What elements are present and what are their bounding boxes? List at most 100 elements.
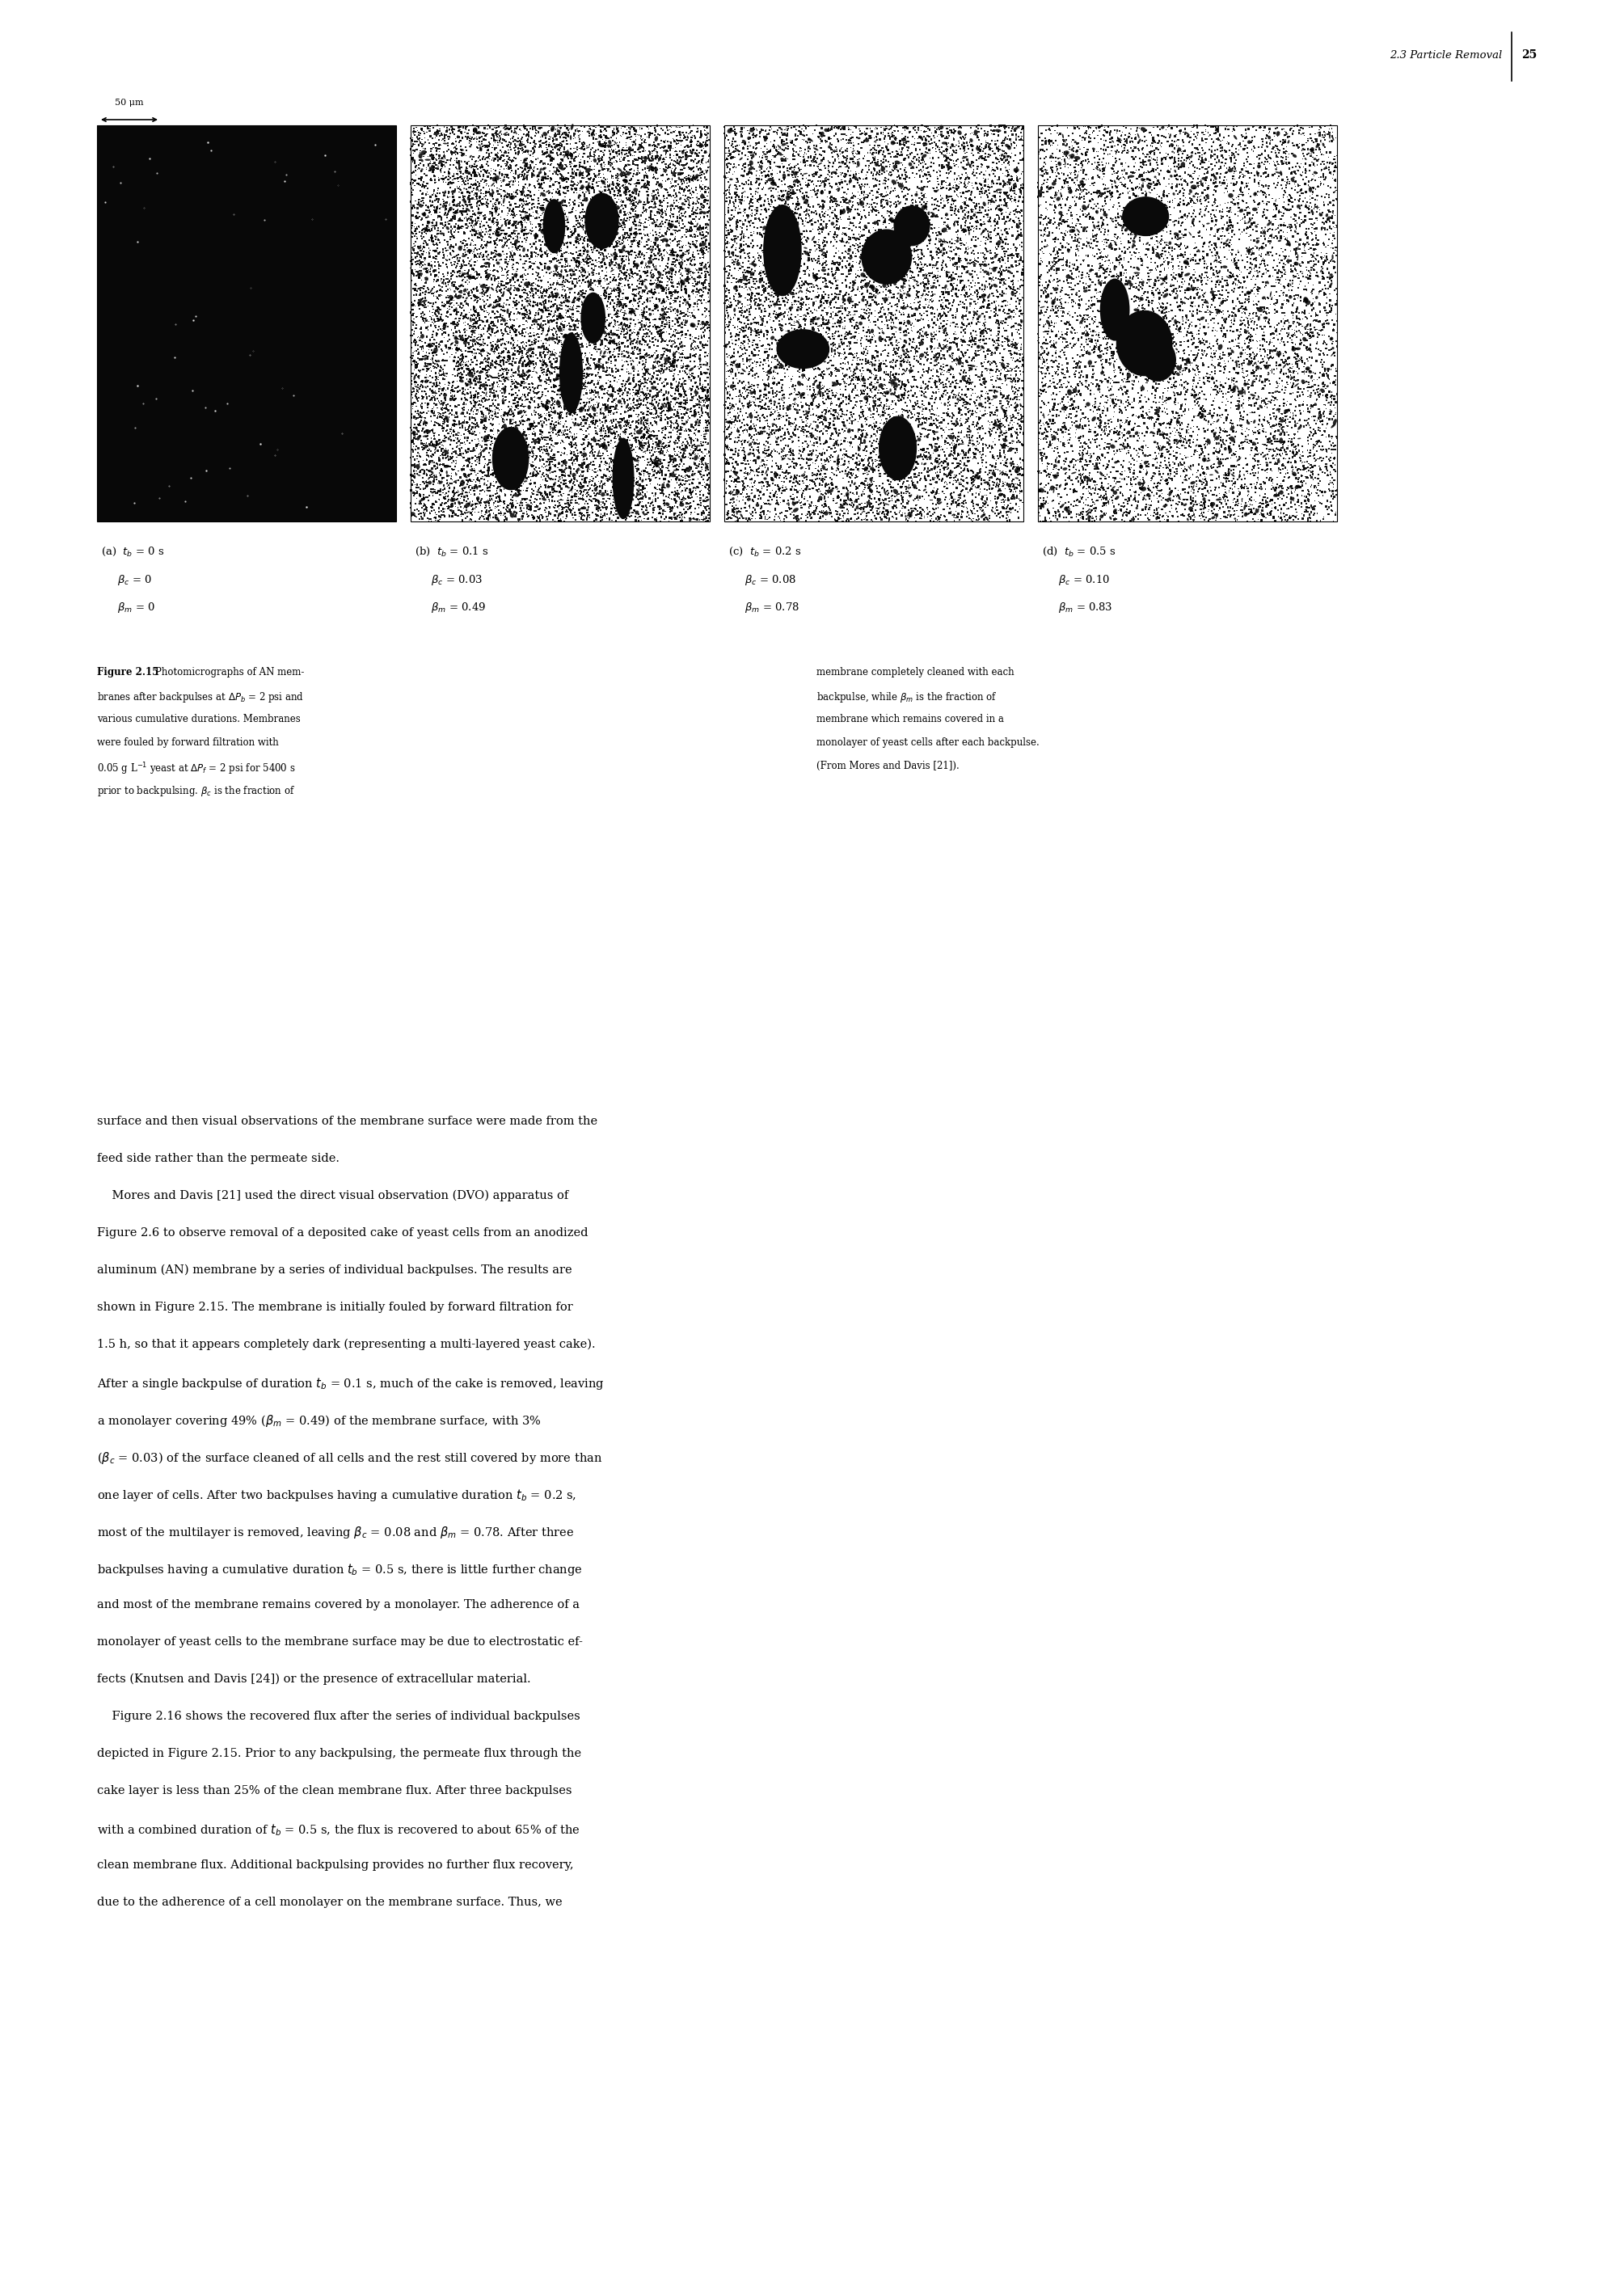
- Point: [815, 309, 841, 346]
- Point: [880, 413, 906, 449]
- Point: [684, 110, 710, 147]
- Point: [901, 270, 927, 307]
- Point: [911, 364, 937, 401]
- Point: [983, 495, 1009, 532]
- Ellipse shape: [1174, 231, 1179, 236]
- Point: [481, 410, 507, 447]
- Point: [1088, 431, 1114, 468]
- Point: [1319, 449, 1345, 486]
- Point: [520, 144, 546, 181]
- Point: [1034, 206, 1060, 243]
- Point: [664, 135, 690, 172]
- Point: [1064, 179, 1090, 215]
- Point: [1294, 387, 1320, 424]
- Point: [577, 387, 603, 424]
- Ellipse shape: [458, 500, 461, 504]
- Point: [411, 486, 437, 523]
- Point: [851, 193, 877, 229]
- Point: [674, 275, 700, 312]
- Point: [1051, 293, 1077, 330]
- Point: [1247, 229, 1273, 266]
- Point: [549, 220, 575, 257]
- Point: [812, 250, 838, 286]
- Point: [830, 133, 856, 170]
- Point: [1234, 243, 1260, 280]
- Point: [1273, 147, 1299, 183]
- Point: [1302, 213, 1328, 250]
- Point: [1005, 199, 1031, 236]
- Point: [838, 323, 864, 360]
- Point: [882, 213, 908, 250]
- Point: [481, 181, 507, 218]
- Point: [797, 147, 823, 183]
- Point: [654, 488, 680, 525]
- Point: [1224, 135, 1250, 172]
- Point: [789, 463, 815, 500]
- Ellipse shape: [862, 440, 866, 445]
- Point: [538, 410, 564, 447]
- Point: [1070, 500, 1096, 536]
- Point: [430, 387, 456, 424]
- Point: [693, 380, 719, 417]
- Point: [1246, 378, 1272, 415]
- Point: [661, 319, 687, 355]
- Point: [924, 112, 950, 149]
- Point: [617, 156, 643, 193]
- Point: [984, 465, 1010, 502]
- Point: [857, 468, 883, 504]
- Ellipse shape: [551, 337, 555, 342]
- Point: [653, 248, 679, 284]
- Point: [989, 225, 1015, 261]
- Point: [544, 316, 570, 353]
- Point: [918, 394, 944, 431]
- Point: [453, 337, 479, 374]
- Point: [510, 314, 536, 351]
- Point: [815, 332, 841, 369]
- Point: [456, 264, 482, 300]
- Point: [1223, 151, 1249, 188]
- Point: [412, 167, 438, 204]
- Point: [1164, 440, 1190, 477]
- Point: [895, 332, 921, 369]
- Point: [1203, 234, 1229, 270]
- Point: [564, 442, 590, 479]
- Point: [476, 339, 502, 376]
- Point: [487, 222, 513, 259]
- Point: [864, 154, 890, 190]
- Point: [445, 355, 471, 392]
- Point: [1298, 413, 1324, 449]
- Point: [1276, 497, 1302, 534]
- Point: [658, 500, 684, 536]
- Point: [940, 128, 966, 165]
- Point: [463, 149, 489, 186]
- Point: [499, 376, 525, 413]
- Point: [669, 211, 695, 248]
- Point: [430, 206, 456, 243]
- Point: [900, 465, 926, 502]
- Ellipse shape: [1070, 154, 1075, 158]
- Point: [1218, 488, 1244, 525]
- Point: [494, 355, 520, 392]
- Point: [1177, 458, 1203, 495]
- Point: [869, 231, 895, 268]
- Point: [830, 403, 856, 440]
- Point: [534, 321, 560, 358]
- Point: [552, 108, 578, 144]
- Point: [742, 387, 768, 424]
- Point: [1254, 486, 1280, 523]
- Point: [528, 351, 554, 387]
- Point: [927, 452, 953, 488]
- Point: [908, 243, 934, 280]
- Point: [448, 380, 474, 417]
- Point: [542, 408, 568, 445]
- Point: [911, 435, 937, 472]
- Point: [908, 346, 934, 383]
- Point: [778, 490, 804, 527]
- Point: [495, 346, 521, 383]
- Point: [1186, 383, 1212, 419]
- Point: [544, 154, 570, 190]
- Point: [497, 128, 523, 165]
- Point: [546, 261, 572, 298]
- Point: [1242, 502, 1268, 539]
- Point: [986, 229, 1012, 266]
